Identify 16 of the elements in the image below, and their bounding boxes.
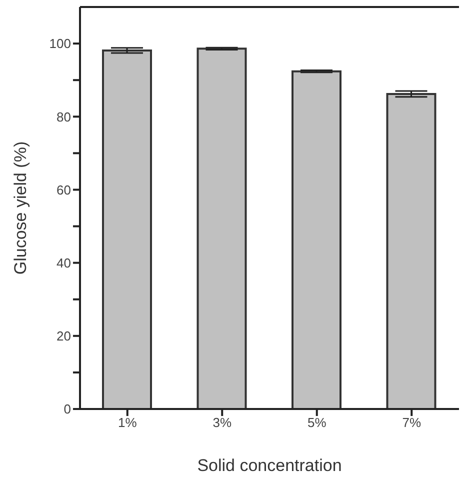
x-tick-label: 7% [402, 415, 422, 430]
y-tick-label: 60 [56, 182, 71, 198]
y-tick-label: 0 [64, 402, 71, 417]
bar [102, 49, 152, 409]
x-tick-label: 5% [307, 415, 327, 430]
x-tick-label: 3% [212, 415, 232, 430]
x-tick-label: 1% [118, 415, 138, 430]
x-axis-title: Solid concentration [197, 456, 342, 475]
y-axis-title: Glucose yield (%) [11, 141, 30, 275]
y-tick-label: 80 [56, 109, 71, 124]
y-tick-label: 100 [49, 36, 71, 52]
y-tick-label: 20 [56, 328, 71, 344]
bar [292, 70, 342, 409]
y-tick-label: 40 [56, 255, 71, 270]
bar [386, 92, 436, 409]
bar [196, 48, 247, 409]
